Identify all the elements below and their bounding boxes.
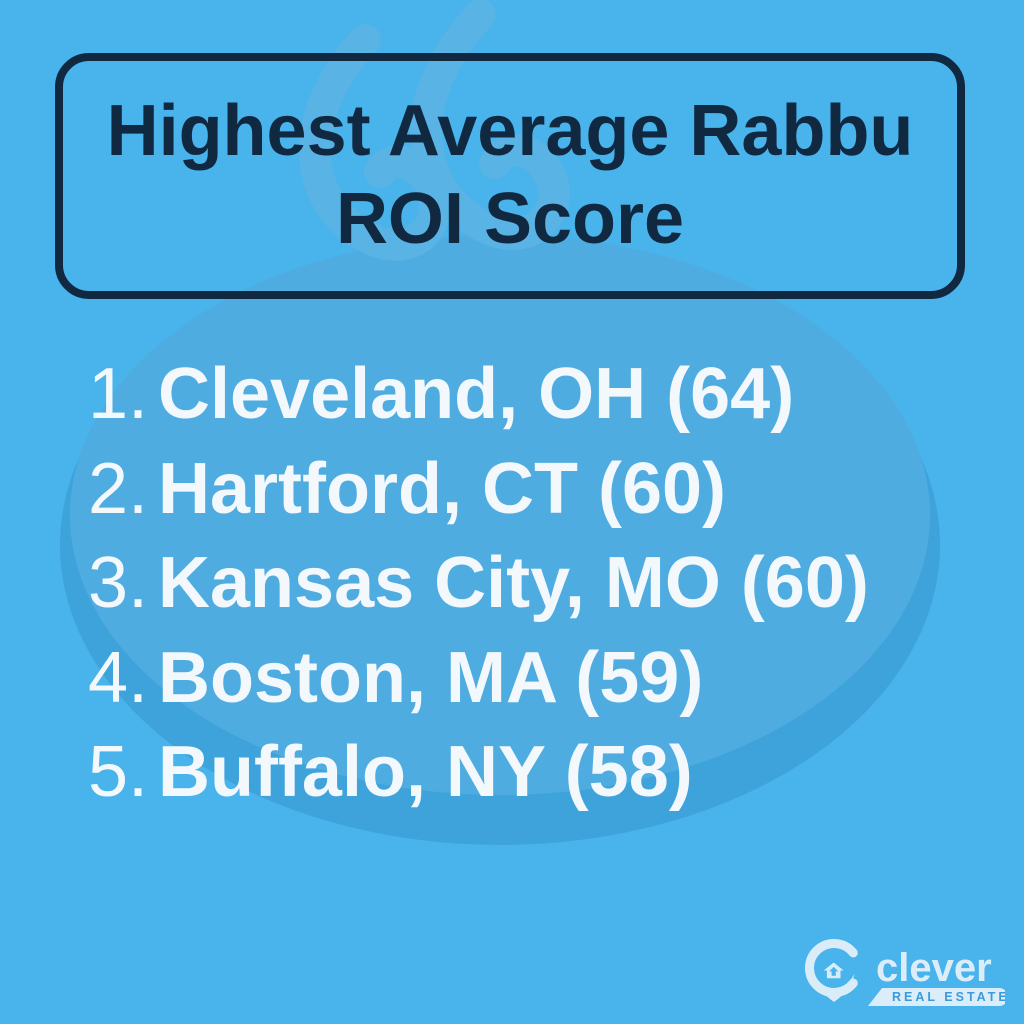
svg-text:REAL ESTATE: REAL ESTATE	[892, 990, 1005, 1004]
svg-text:clever: clever	[876, 946, 992, 990]
